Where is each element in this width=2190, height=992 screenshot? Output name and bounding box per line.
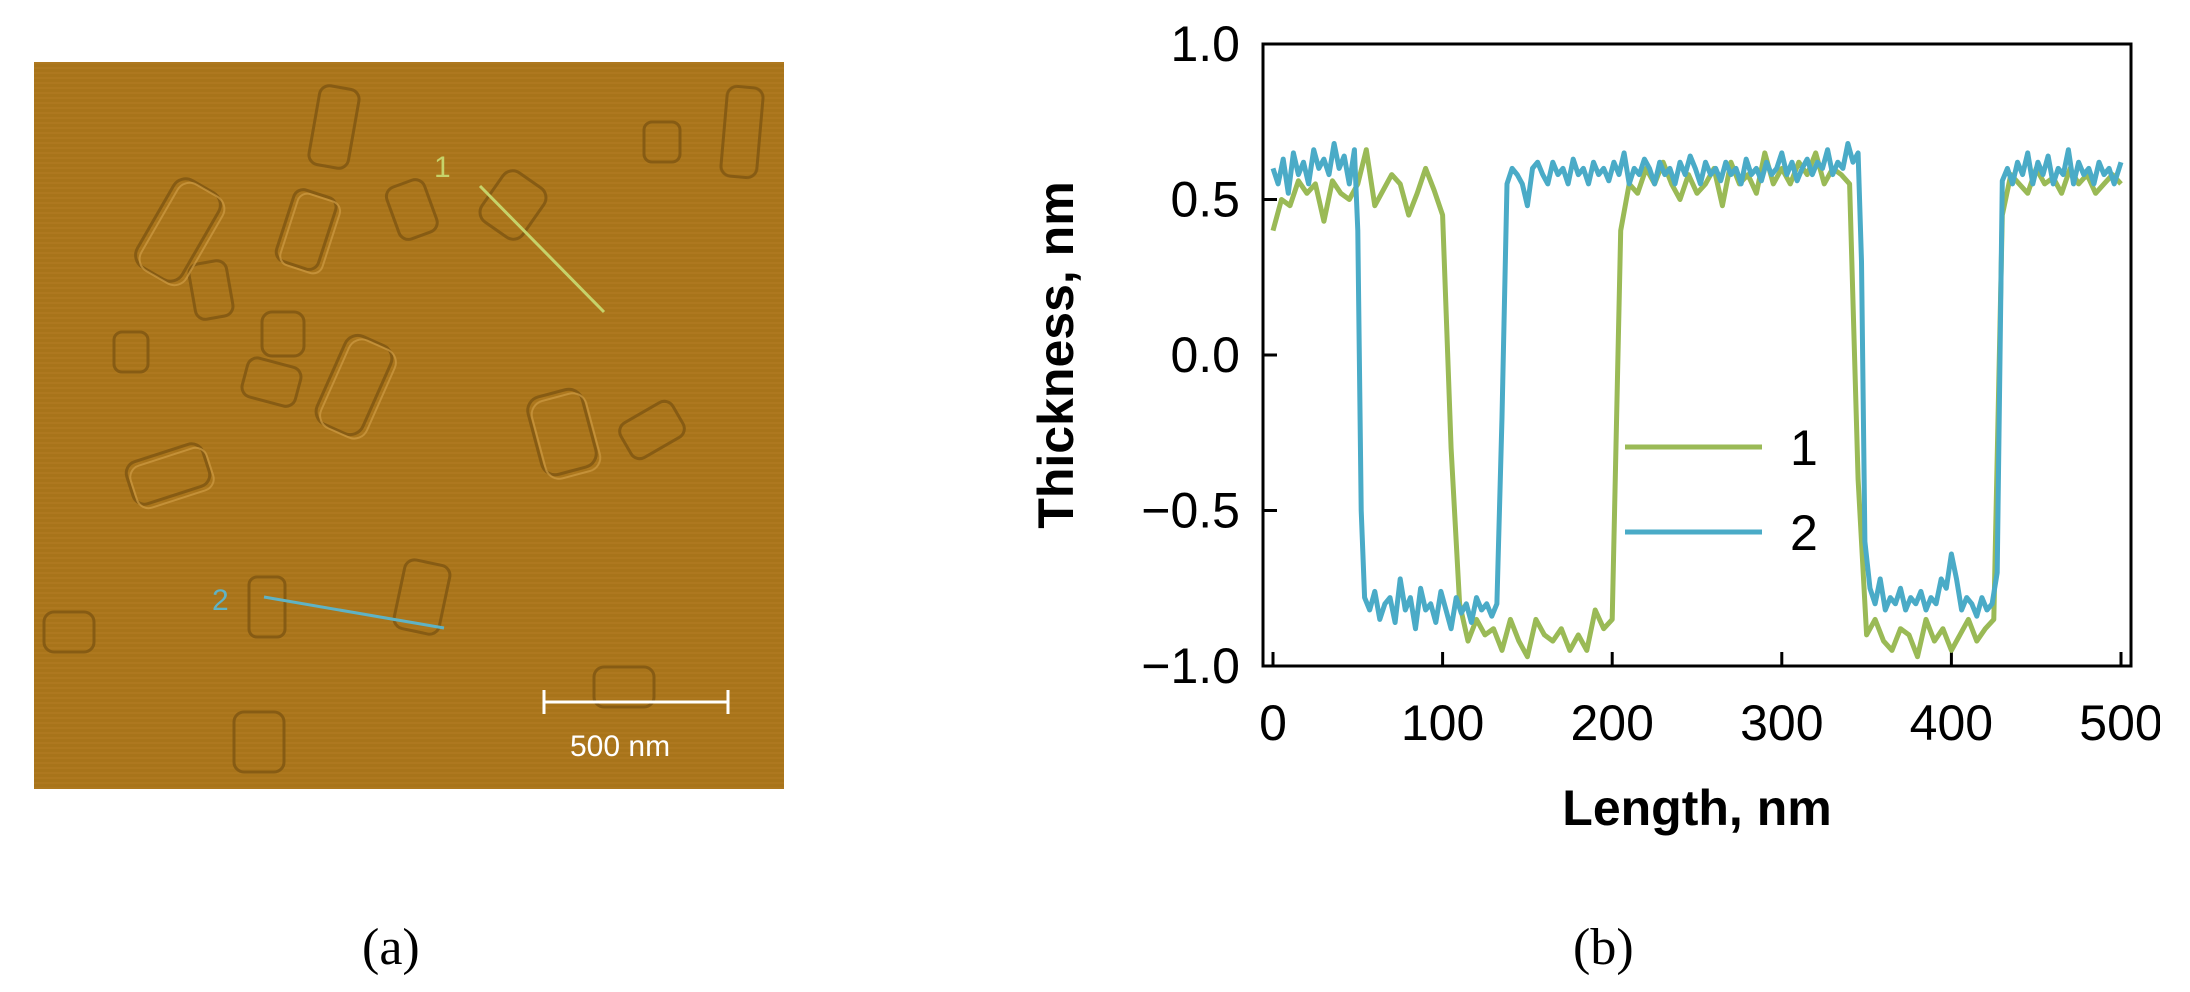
flake-group — [42, 84, 765, 774]
axis-ticks — [1263, 42, 2123, 668]
flake — [124, 442, 212, 506]
flake-highlights — [129, 181, 602, 510]
legend-label-1: 1 — [1790, 420, 1818, 476]
legend: 1 2 — [1625, 420, 1818, 561]
y-tick-label: −1.0 — [1141, 638, 1240, 694]
flake — [307, 84, 361, 170]
series-line-2 — [1270, 141, 2124, 632]
flake — [42, 610, 96, 654]
profile-line-2 — [263, 595, 445, 630]
thickness-profile-chart: 0 100 200 300 400 500 1.0 0.5 0.0 −0.5 −1.0 Lengt… — [1028, 16, 2160, 836]
y-tick-label: 1.0 — [1170, 16, 1240, 72]
flake — [392, 558, 452, 636]
flake — [478, 169, 548, 241]
profile-line-1-label: 1 — [434, 151, 451, 184]
panel-a-caption: (a) — [362, 919, 420, 976]
x-tick-label: 500 — [2079, 695, 2160, 751]
flake — [240, 356, 303, 408]
flake — [592, 665, 656, 709]
panel-b-caption: (b) — [1573, 919, 1634, 976]
x-tick-label: 400 — [1910, 695, 1993, 751]
flake — [642, 120, 682, 164]
flake — [187, 259, 235, 321]
flake-highlight — [129, 446, 215, 510]
series-line-1 — [1270, 147, 2123, 660]
flake — [526, 387, 598, 477]
x-tick-label: 300 — [1740, 695, 1823, 751]
legend-label-2: 2 — [1790, 505, 1818, 561]
y-tick-labels: 1.0 0.5 0.0 −0.5 −1.0 — [1141, 16, 1240, 694]
afm-image: 1 2 500 nm — [34, 62, 784, 789]
y-tick-label: 0.0 — [1170, 327, 1240, 383]
scale-bar-label: 500 nm — [570, 730, 670, 763]
x-axis-label: Length, nm — [1562, 780, 1831, 836]
x-tick-labels: 0 100 200 300 400 500 — [1259, 695, 2160, 751]
flake-highlight — [279, 192, 342, 275]
flake — [274, 188, 338, 271]
flake-highlight — [138, 181, 226, 287]
profile-line-2-label: 2 — [212, 584, 229, 617]
x-tick-label: 100 — [1401, 695, 1484, 751]
flake — [112, 330, 150, 374]
y-axis-label: Thickness, nm — [1028, 181, 1084, 528]
afm-image-drawing: 1 2 500 nm — [34, 62, 784, 789]
flake — [314, 333, 394, 437]
x-tick-label: 0 — [1259, 695, 1287, 751]
flake — [618, 399, 686, 461]
scale-bar — [542, 690, 730, 714]
profile-line-1 — [478, 184, 606, 314]
flake-highlight — [530, 392, 602, 480]
scan-lines — [34, 62, 784, 789]
flake — [719, 84, 765, 180]
flake-highlight — [319, 338, 397, 440]
y-tick-label: 0.5 — [1170, 172, 1240, 228]
y-tick-label: −0.5 — [1141, 483, 1240, 539]
flake — [247, 575, 287, 639]
flake — [232, 710, 286, 774]
flake — [134, 177, 222, 283]
x-tick-label: 200 — [1570, 695, 1653, 751]
flake — [384, 178, 439, 241]
flake — [260, 310, 306, 358]
